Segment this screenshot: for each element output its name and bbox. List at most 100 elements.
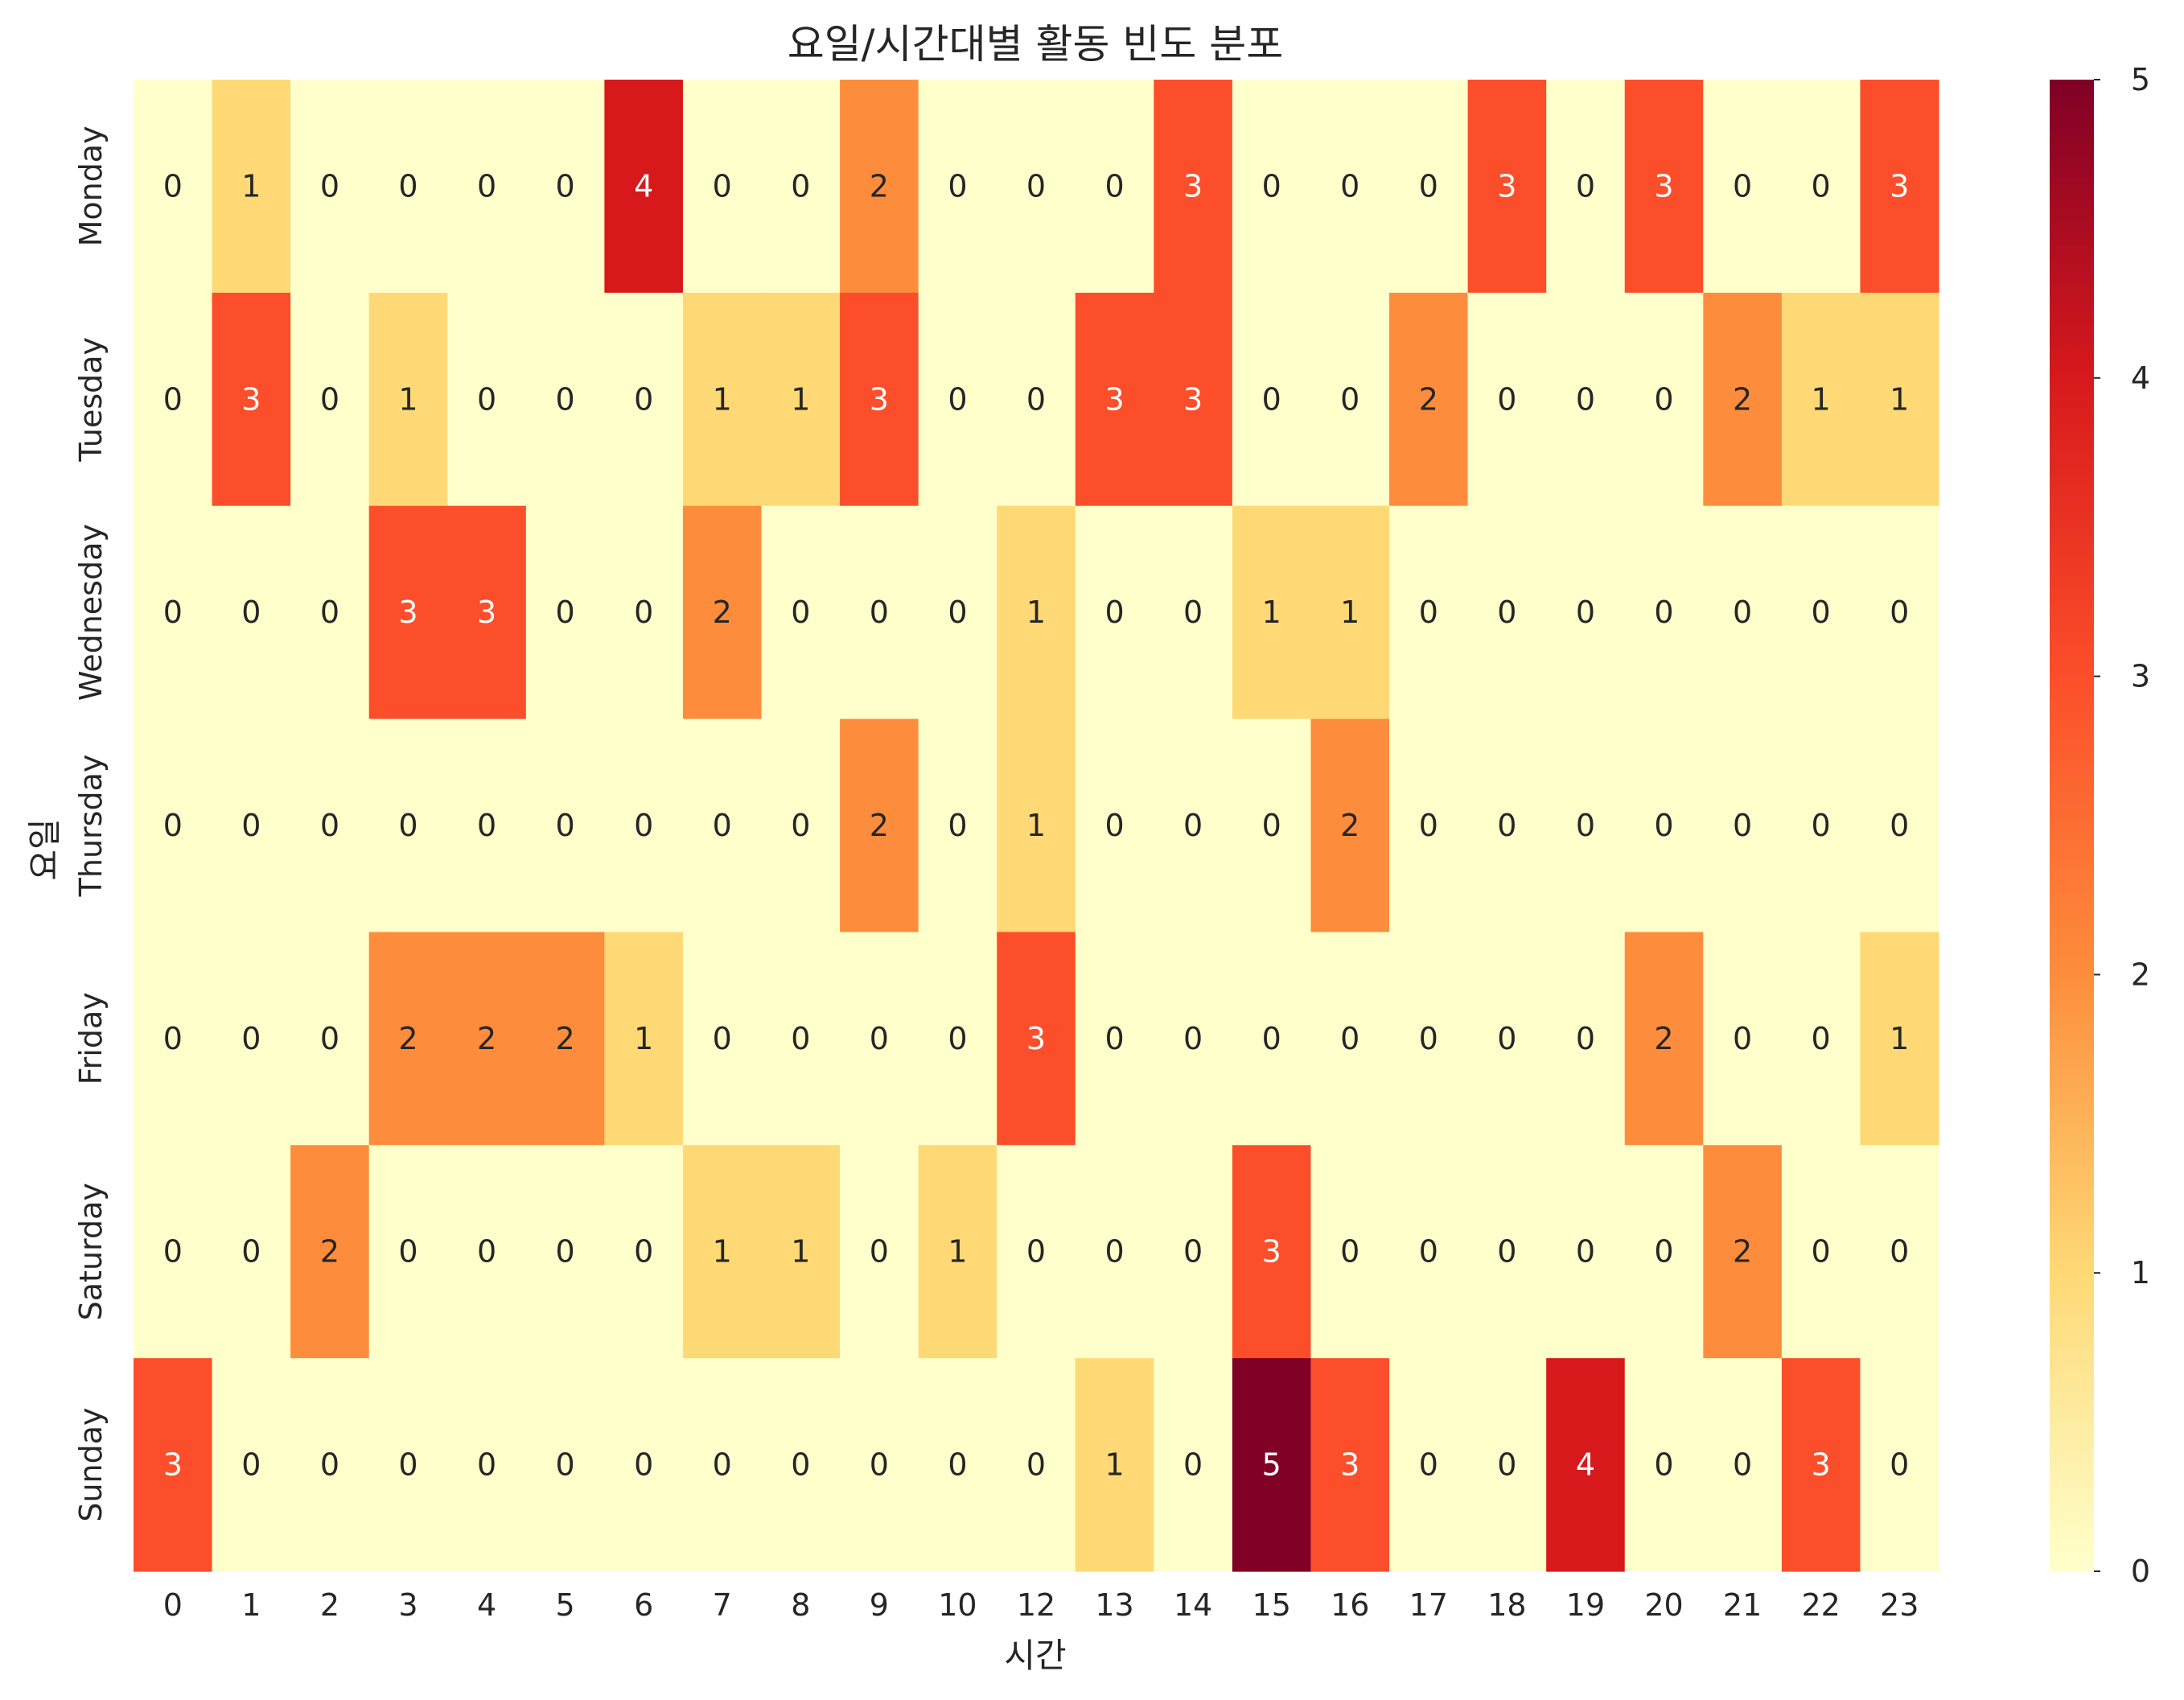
cell-value-label: 0 bbox=[634, 1234, 653, 1270]
cell-value-label: 1 bbox=[948, 1234, 967, 1270]
heatmap-cell bbox=[1781, 718, 1861, 933]
cell-value-label: 4 bbox=[634, 168, 653, 204]
cell-value-label: 0 bbox=[241, 808, 261, 843]
y-tick-label: Saturday bbox=[73, 1183, 109, 1320]
cell-value-label: 0 bbox=[556, 595, 575, 630]
heatmap-cell bbox=[997, 932, 1076, 1146]
chart-title: 요일/시간대별 활동 빈도 분포 bbox=[788, 21, 1284, 68]
cell-value-label: 0 bbox=[870, 1447, 889, 1483]
x-tick-label: 2 bbox=[320, 1587, 339, 1623]
heatmap-cell bbox=[1389, 80, 1469, 294]
heatmap-cell bbox=[212, 1145, 291, 1359]
cell-value-label: 0 bbox=[320, 808, 339, 843]
cell-value-label: 2 bbox=[477, 1021, 496, 1056]
heatmap-cell bbox=[840, 718, 919, 933]
cell-value-label: 0 bbox=[1262, 168, 1281, 204]
heatmap-cell bbox=[1232, 718, 1312, 933]
x-tick-label: 7 bbox=[713, 1587, 732, 1623]
cell-value-label: 0 bbox=[320, 1447, 339, 1483]
cell-value-label: 0 bbox=[1576, 1234, 1595, 1270]
heatmap-cell bbox=[212, 505, 291, 720]
heatmap-cell bbox=[761, 1358, 841, 1572]
x-tick-label: 13 bbox=[1095, 1587, 1133, 1623]
x-tick-label: 17 bbox=[1409, 1587, 1448, 1623]
cell-value-label: 1 bbox=[241, 168, 261, 204]
cell-value-label: 0 bbox=[241, 1234, 261, 1270]
heatmap-cell bbox=[368, 1358, 448, 1572]
heatmap-cell bbox=[134, 1358, 213, 1572]
heatmap-cell bbox=[918, 505, 997, 720]
heatmap-cell bbox=[1703, 80, 1783, 294]
heatmap-cell bbox=[1154, 1358, 1233, 1572]
cell-value-label: 0 bbox=[477, 1234, 496, 1270]
heatmap-cell bbox=[1389, 1145, 1469, 1359]
cell-value-label: 0 bbox=[1497, 1021, 1516, 1056]
heatmap-cell bbox=[1075, 932, 1154, 1146]
heatmap-cell bbox=[290, 932, 370, 1146]
heatmap-cell bbox=[918, 932, 997, 1146]
cell-value-label: 0 bbox=[948, 1021, 967, 1056]
x-tick-label: 15 bbox=[1252, 1587, 1291, 1623]
cell-value-label: 0 bbox=[1654, 595, 1673, 630]
cell-value-label: 0 bbox=[948, 168, 967, 204]
heatmap-cell bbox=[1624, 505, 1704, 720]
colorbar bbox=[2050, 80, 2094, 1571]
cell-value-label: 1 bbox=[791, 381, 810, 417]
cell-value-label: 0 bbox=[398, 168, 417, 204]
cell-value-label: 0 bbox=[1262, 381, 1281, 417]
cell-value-label: 0 bbox=[713, 1447, 732, 1483]
cell-value-label: 0 bbox=[1419, 168, 1438, 204]
heatmap-cell bbox=[1546, 932, 1626, 1146]
cell-value-label: 2 bbox=[398, 1021, 417, 1056]
cell-value-label: 0 bbox=[948, 595, 967, 630]
cell-value-label: 0 bbox=[1419, 1447, 1438, 1483]
heatmap-cell bbox=[1232, 80, 1312, 294]
cell-value-label: 0 bbox=[1576, 1021, 1595, 1056]
heatmap-cell bbox=[1075, 1145, 1154, 1359]
cell-value-label: 0 bbox=[320, 381, 339, 417]
heatmap-cell bbox=[1781, 1145, 1861, 1359]
cell-value-label: 0 bbox=[1104, 1234, 1124, 1270]
heatmap-cell bbox=[368, 1145, 448, 1359]
cell-value-label: 0 bbox=[1654, 1234, 1673, 1270]
cell-value-label: 0 bbox=[1812, 808, 1831, 843]
heatmap-cell bbox=[918, 1358, 997, 1572]
heatmap-cell bbox=[1860, 292, 1939, 507]
heatmap-cell bbox=[1860, 505, 1939, 720]
cell-value-label: 0 bbox=[477, 381, 496, 417]
cell-value-label: 0 bbox=[1733, 1021, 1752, 1056]
heatmap-cell bbox=[1860, 1145, 1939, 1359]
cell-value-label: 0 bbox=[1340, 168, 1359, 204]
cell-value-label: 1 bbox=[791, 1234, 810, 1270]
cell-value-label: 0 bbox=[1576, 168, 1595, 204]
x-tick-label: 6 bbox=[634, 1587, 653, 1623]
colorbar-tick-label: 5 bbox=[2131, 62, 2150, 97]
cell-value-label: 0 bbox=[1340, 381, 1359, 417]
cell-value-label: 0 bbox=[1812, 1234, 1831, 1270]
heatmap-cell bbox=[1703, 1145, 1783, 1359]
cell-value-label: 2 bbox=[870, 808, 889, 843]
heatmap-cell bbox=[1781, 1358, 1861, 1572]
cell-value-label: 3 bbox=[1183, 381, 1203, 417]
cell-value-label: 0 bbox=[477, 168, 496, 204]
cell-value-label: 0 bbox=[556, 1234, 575, 1270]
heatmap-cell bbox=[1703, 1358, 1783, 1572]
cell-value-label: 3 bbox=[1026, 1021, 1046, 1056]
heatmap-cell bbox=[134, 718, 213, 933]
heatmap-cell bbox=[1154, 932, 1233, 1146]
cell-value-label: 0 bbox=[1419, 1021, 1438, 1056]
heatmap-cell bbox=[1860, 932, 1939, 1146]
heatmap-cell bbox=[682, 292, 763, 507]
x-tick-label: 0 bbox=[163, 1587, 183, 1623]
heatmap-cell bbox=[604, 718, 684, 933]
cell-value-label: 0 bbox=[634, 381, 653, 417]
heatmap-cell bbox=[1546, 292, 1626, 507]
heatmap-cell bbox=[1467, 718, 1547, 933]
heatmap-cell bbox=[1624, 1145, 1704, 1359]
cell-value-label: 0 bbox=[1497, 1234, 1516, 1270]
cell-value-label: 0 bbox=[1026, 168, 1046, 204]
heatmap-cell bbox=[1624, 932, 1704, 1146]
x-axis-label: 시간 bbox=[1004, 1636, 1066, 1675]
cell-value-label: 2 bbox=[1733, 1234, 1752, 1270]
